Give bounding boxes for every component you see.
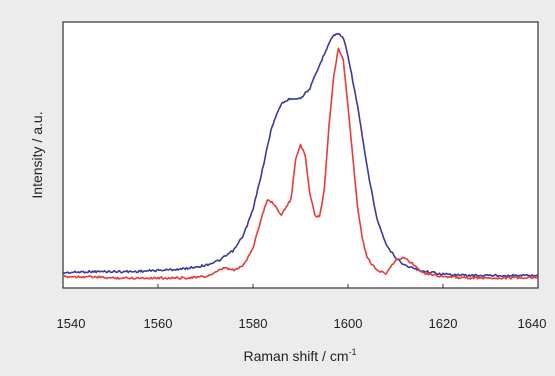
x-axis-title: Raman shift / cm-1: [243, 347, 356, 364]
series-line-2: [62, 47, 539, 280]
x-tick-label: 1640: [518, 316, 547, 331]
x-axis-ticks: 1540 1560 1580 1600 1620 1640: [57, 284, 547, 331]
x-tick-label: 1580: [239, 316, 268, 331]
x-tick-label: 1540: [57, 316, 86, 331]
series-layer: [62, 32, 539, 280]
series-line-1: [62, 32, 539, 278]
x-tick-label: 1620: [429, 316, 458, 331]
x-tick-label: 1600: [334, 316, 363, 331]
x-axis-title-superscript: -1: [349, 347, 357, 357]
y-axis-title: Intensity / a.u.: [29, 111, 45, 198]
x-tick-label: 1560: [144, 316, 173, 331]
x-axis-title-text: Raman shift / cm: [243, 348, 348, 364]
plot-area: [62, 21, 539, 289]
